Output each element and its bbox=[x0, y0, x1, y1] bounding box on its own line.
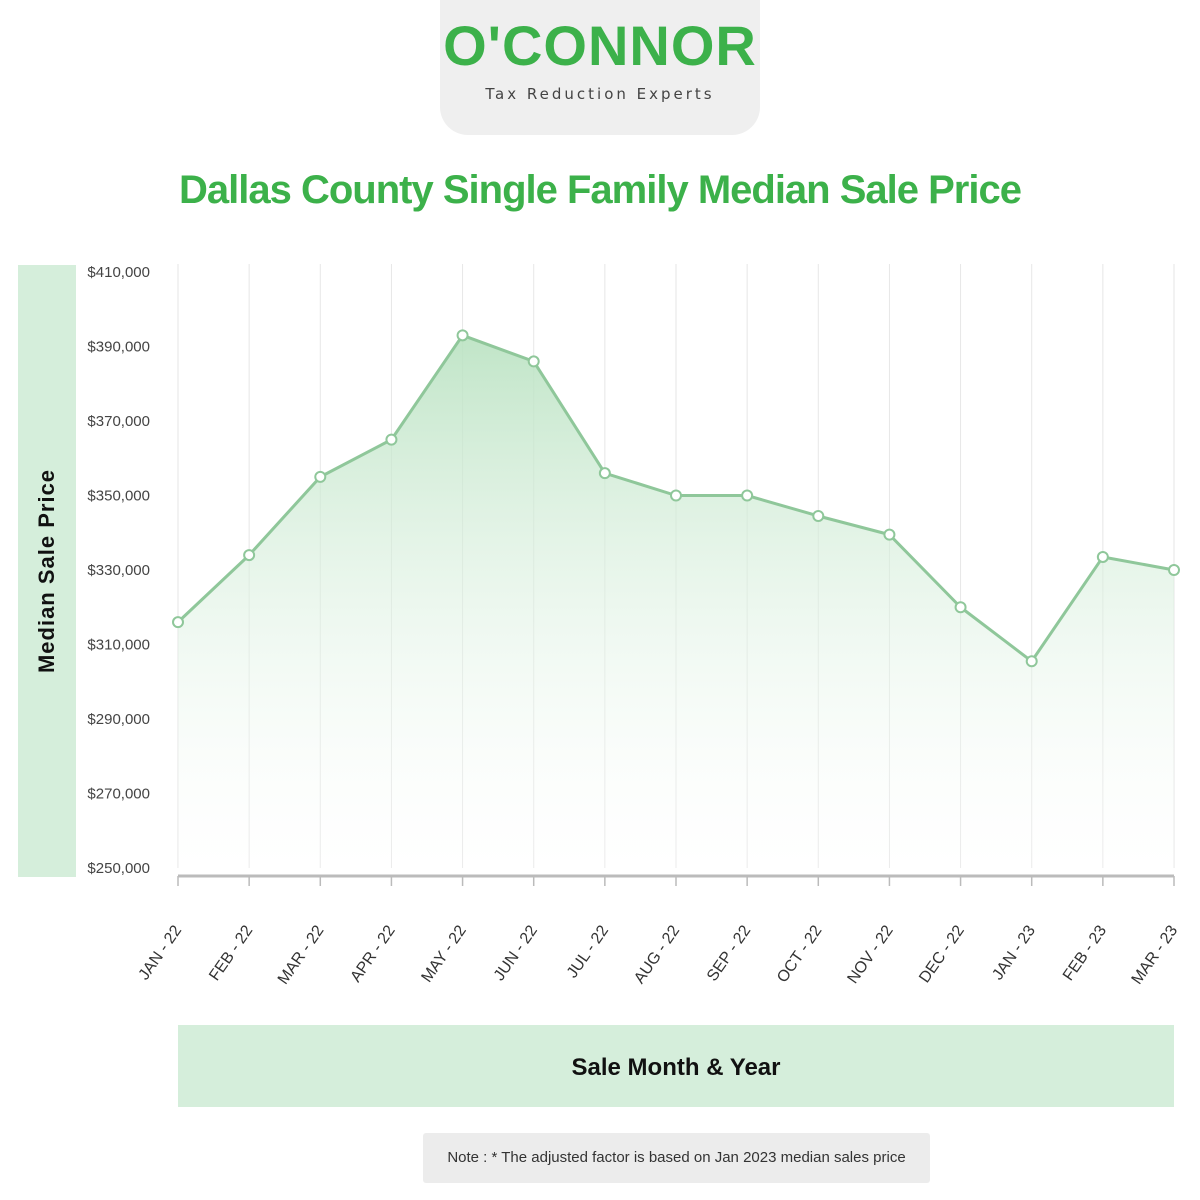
x-tick-label: JAN - 22 bbox=[136, 922, 186, 983]
data-point bbox=[456, 329, 469, 342]
chart-title: Dallas County Single Family Median Sale … bbox=[179, 168, 1022, 212]
data-point bbox=[385, 433, 398, 446]
x-tick-label: FEB - 22 bbox=[206, 922, 256, 984]
data-point bbox=[812, 509, 825, 522]
data-point bbox=[1025, 655, 1038, 668]
x-tick-label: DEC - 22 bbox=[916, 922, 968, 986]
data-point bbox=[172, 616, 184, 629]
y-axis-label-band bbox=[18, 265, 76, 877]
data-point bbox=[741, 489, 754, 502]
data-point bbox=[598, 467, 611, 480]
x-tick-label: OCT - 22 bbox=[774, 922, 826, 985]
y-tick-label: $330,000 bbox=[87, 562, 150, 579]
logo-tagline: Tax Reduction Experts bbox=[485, 85, 715, 103]
x-tick-label: MAR - 22 bbox=[275, 922, 328, 987]
data-point bbox=[883, 528, 896, 541]
data-point bbox=[1168, 564, 1180, 576]
x-tick-label: JUN - 22 bbox=[491, 922, 541, 984]
data-point bbox=[527, 355, 540, 368]
x-tick-label: MAR - 23 bbox=[1129, 922, 1182, 987]
x-tick-label: JUL - 22 bbox=[564, 922, 612, 981]
y-tick-label: $310,000 bbox=[87, 637, 150, 654]
x-tick-label: MAY - 22 bbox=[419, 922, 470, 985]
y-tick-label: $370,000 bbox=[87, 413, 150, 430]
x-tick-label: NOV - 22 bbox=[845, 922, 897, 986]
y-tick-label: $290,000 bbox=[87, 711, 150, 728]
footnote-text: Note : * The adjusted factor is based on… bbox=[447, 1149, 906, 1166]
y-tick-label: $390,000 bbox=[87, 339, 150, 356]
y-tick-label: $270,000 bbox=[87, 786, 150, 803]
data-point bbox=[314, 470, 327, 483]
x-tick-label: JAN - 23 bbox=[989, 922, 1039, 983]
logo: O'CONNOR Tax Reduction Experts bbox=[440, 0, 760, 135]
data-point bbox=[954, 601, 967, 614]
y-tick-label: $350,000 bbox=[87, 488, 150, 505]
x-tick-label: SEP - 22 bbox=[704, 922, 755, 984]
footnote: Note : * The adjusted factor is based on… bbox=[423, 1133, 930, 1183]
y-tick-label: $410,000 bbox=[87, 264, 150, 281]
data-point bbox=[243, 549, 256, 562]
data-point bbox=[1096, 550, 1109, 563]
y-tick-label: $250,000 bbox=[87, 860, 150, 877]
x-axis-label-band bbox=[178, 1025, 1174, 1107]
x-axis-label: Sale Month & Year bbox=[571, 1054, 781, 1081]
x-tick-label: AUG - 22 bbox=[631, 922, 683, 986]
data-point bbox=[670, 489, 682, 502]
logo-wordmark: O'CONNOR bbox=[443, 14, 757, 77]
x-tick-label: APR - 22 bbox=[348, 922, 399, 985]
x-tick-label: FEB - 23 bbox=[1060, 922, 1110, 984]
series-area bbox=[178, 335, 1174, 868]
